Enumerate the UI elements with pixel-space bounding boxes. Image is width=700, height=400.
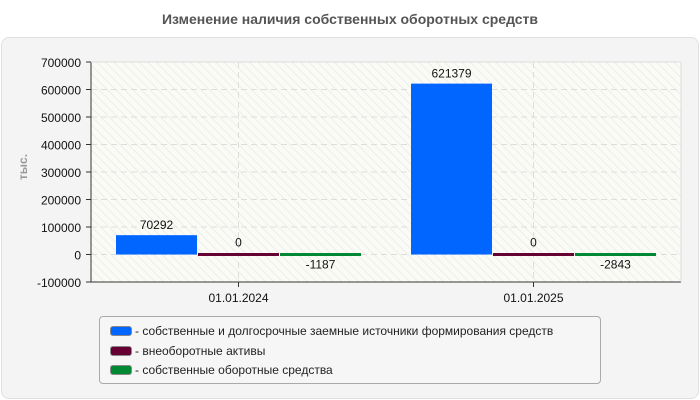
bar-value-label: 70292 [140,218,174,232]
legend-label: - собственные и долгосрочные заемные ист… [135,324,554,338]
y-tick-label: 400000 [41,139,81,153]
legend-item-noncurrent-assets: - внеоборотные активы [110,343,265,359]
legend-label: - внеоборотные активы [135,344,266,358]
bar [116,235,197,255]
y-tick-label: 700000 [41,56,81,70]
legend-swatch-green [110,365,132,375]
legend-swatch-maroon [110,346,132,356]
bar [280,253,361,256]
y-tick-label: 100000 [41,221,81,235]
bar-value-label: 0 [530,236,537,250]
bar [411,83,492,255]
y-tick-label: 500000 [41,111,81,125]
bar [198,253,279,256]
legend-item-working-capital: - собственные оборотные средства [110,362,333,378]
x-tick-label: 01.01.2024 [208,291,268,305]
y-tick-label: 600000 [41,84,81,98]
bar-value-label: -1187 [306,258,336,272]
y-tick-label: 0 [74,249,81,263]
legend-label: - собственные оборотные средства [135,363,333,377]
chart-title: Изменение наличия собственных оборотных … [161,11,539,27]
bar-value-label: -2843 [600,258,631,272]
y-tick-label: 300000 [41,166,81,180]
bar [493,253,574,256]
legend-swatch-blue [110,326,132,336]
y-tick-label: -100000 [37,276,81,290]
bar-value-label: 0 [235,236,242,250]
legend: - собственные и долгосрочные заемные ист… [99,316,601,384]
x-tick-label: 01.01.2025 [503,291,563,305]
legend-item-sources: - собственные и долгосрочные заемные ист… [110,323,553,339]
y-tick-label: 200000 [41,194,81,208]
bar [575,253,656,256]
bar-value-label: 621379 [431,67,471,81]
